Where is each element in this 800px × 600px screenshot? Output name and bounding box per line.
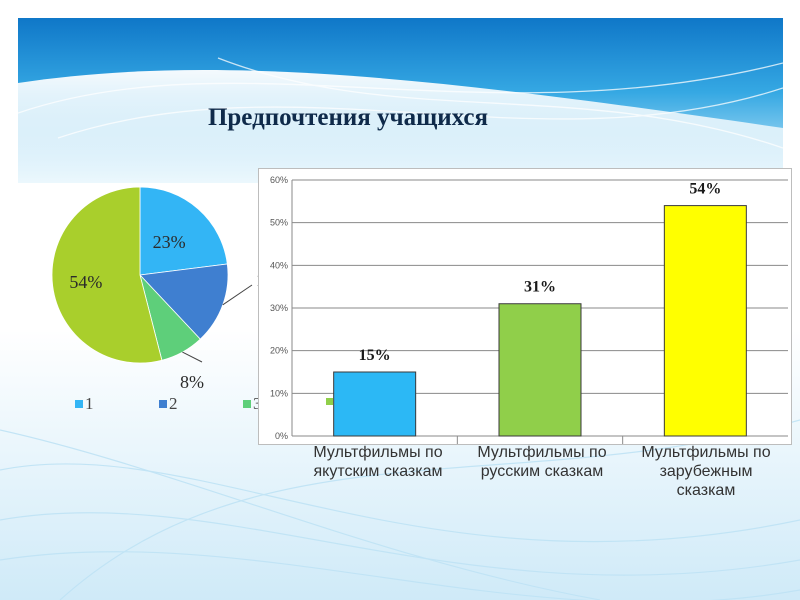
pie-slice-4 [51, 186, 163, 364]
legend-item-1: 1 [75, 394, 94, 414]
y-tick-label: 30% [270, 303, 288, 313]
legend-swatch-2 [159, 400, 167, 408]
series-marker [326, 398, 333, 405]
legend-label-3: 3 [253, 394, 262, 414]
y-tick-label: 60% [270, 175, 288, 185]
bar-3 [663, 205, 747, 437]
category-3-line-2: зарубежным [659, 463, 753, 480]
legend-swatch-3 [243, 400, 251, 408]
pie-slice-1 [139, 186, 228, 276]
category-2-line-2: русским сказкам [480, 463, 604, 480]
y-tick-label: 40% [270, 260, 288, 270]
bar-category-label-2: Мультфильмы по русским сказкам [462, 443, 622, 481]
legend-label-1: 1 [85, 394, 94, 413]
slide-title: Предпочтения учащихся [207, 104, 489, 131]
legend-item-2: 2 [159, 394, 178, 414]
pie-leader-line-3 [182, 351, 203, 363]
bar-value-label-2: 31% [524, 279, 556, 296]
pie-leader-line-2 [222, 284, 253, 306]
bar-2 [498, 303, 582, 437]
category-1-line-2: якутским сказкам [313, 463, 443, 480]
bar-value-label-1: 15% [359, 347, 391, 364]
bar-value-label-3: 54% [689, 181, 721, 198]
pie-label-1: 23% [153, 232, 186, 252]
title-banner [18, 18, 783, 183]
y-tick-label: 0% [275, 431, 288, 441]
legend-swatch-1 [75, 400, 83, 408]
category-3-line-1: Мультфильмы по [641, 444, 771, 461]
bar-1 [333, 371, 417, 437]
y-tick-label: 20% [270, 346, 288, 356]
legend-label-2: 2 [169, 394, 178, 413]
bar-category-label-3: Мультфильмы по зарубежным сказкам [626, 443, 786, 500]
pie-chart: 23%54%15%8% [51, 186, 289, 392]
bar-category-label-1: Мультфильмы по якутским сказкам [298, 443, 458, 481]
pie-slice-2 [139, 263, 229, 340]
category-3-line-3: сказкам [676, 482, 736, 499]
pie-legend: 1 2 3 [75, 394, 295, 414]
pie-label-4: 54% [69, 272, 102, 292]
category-1-line-1: Мультфильмы по [313, 444, 443, 461]
y-tick-label: 10% [270, 388, 288, 398]
legend-item-3: 3 [243, 394, 262, 414]
bar-chart: 0% 10% 20% 30% 40% 50% 60% 15% 31% 54% [270, 175, 788, 444]
category-2-line-1: Мультфильмы по [477, 444, 607, 461]
pie-label-3: 8% [180, 372, 204, 392]
y-tick-label: 50% [270, 218, 288, 228]
